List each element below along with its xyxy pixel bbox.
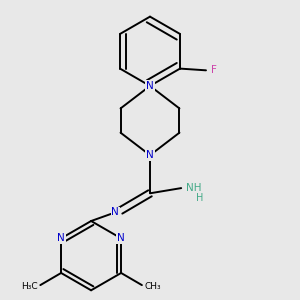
Text: N: N <box>57 233 65 243</box>
Text: CH₃: CH₃ <box>145 282 161 291</box>
Text: F: F <box>211 65 217 75</box>
Text: H₃C: H₃C <box>21 282 38 291</box>
Text: NH: NH <box>186 183 202 193</box>
Text: N: N <box>146 81 154 91</box>
Text: N: N <box>112 207 119 218</box>
Text: N: N <box>146 150 154 160</box>
Text: H: H <box>196 193 203 203</box>
Text: N: N <box>117 233 125 243</box>
